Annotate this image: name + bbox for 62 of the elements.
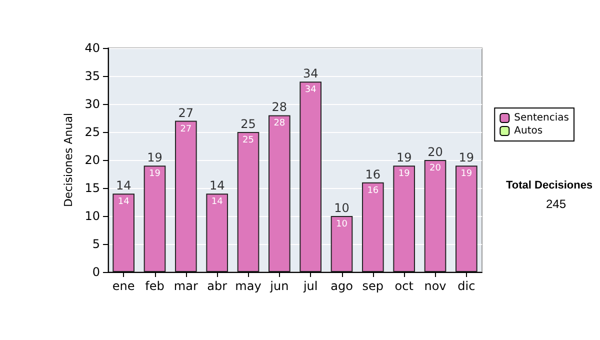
x-tick-label: ene [112, 279, 135, 293]
x-tick-label: abr [207, 279, 228, 293]
y-tick-label: 10 [84, 209, 100, 223]
total-label: 14 [116, 178, 132, 193]
total-label: 19 [147, 150, 162, 165]
legend-label: Autos [514, 126, 543, 136]
total-label: 34 [302, 66, 318, 81]
data-label: 27 [180, 124, 192, 134]
bar [456, 166, 478, 272]
bar [144, 166, 166, 272]
data-label: 28 [274, 118, 286, 129]
x-tick-label: dic [458, 279, 476, 293]
data-label: 14 [211, 197, 224, 208]
x-tick-label: oct [394, 279, 414, 293]
data-label: 10 [336, 220, 348, 230]
x-tick-label: jul [302, 279, 318, 293]
y-tick-label: 15 [84, 181, 100, 195]
x-tick-label: jun [269, 279, 289, 293]
y-tick-label: 0 [92, 265, 100, 279]
y-tick-label: 30 [84, 97, 100, 111]
total-label: 10 [334, 201, 350, 215]
x-tick-label: nov [424, 279, 446, 293]
x-tick-label: ago [330, 279, 353, 293]
data-label: 19 [460, 169, 472, 180]
bar [175, 120, 197, 272]
total-label: 14 [209, 178, 225, 193]
bar [362, 182, 384, 272]
total-label: 27 [178, 106, 194, 120]
x-tick-label: mar [174, 279, 198, 293]
x-tick-label: feb [145, 279, 164, 293]
total-label: 25 [240, 117, 256, 131]
bar [330, 216, 353, 272]
data-label: 34 [304, 85, 317, 96]
x-tick-label: sep [362, 279, 384, 293]
total-label: 28 [272, 100, 288, 114]
data-label: 14 [118, 197, 130, 208]
data-label: 19 [398, 169, 410, 180]
y-tick-label: 40 [84, 41, 100, 55]
data-label: 19 [149, 169, 161, 180]
y-tick-label: 20 [84, 153, 100, 167]
total-label: 19 [396, 150, 412, 165]
bar [393, 166, 415, 272]
bar [268, 115, 290, 272]
bar [206, 194, 228, 272]
bar [300, 82, 322, 272]
bar [237, 132, 260, 272]
data-label: 20 [430, 164, 442, 174]
data-label: 16 [367, 186, 379, 196]
total-label: 19 [458, 150, 474, 165]
x-tick-label: may [235, 279, 262, 293]
text: Total Decisiones [506, 180, 593, 192]
total-label: 16 [365, 167, 381, 182]
total-label: 20 [428, 145, 443, 159]
bar [424, 160, 446, 272]
data-label: 25 [242, 136, 254, 146]
y-tick-label: 25 [84, 125, 100, 139]
y-tick-label: 5 [92, 237, 100, 251]
text: 245 [546, 197, 566, 211]
y-axis-title: Decisiones Anual [62, 112, 75, 208]
bar [112, 194, 134, 272]
legend-label: Sentencias [514, 112, 570, 124]
y-tick-label: 35 [84, 69, 100, 83]
